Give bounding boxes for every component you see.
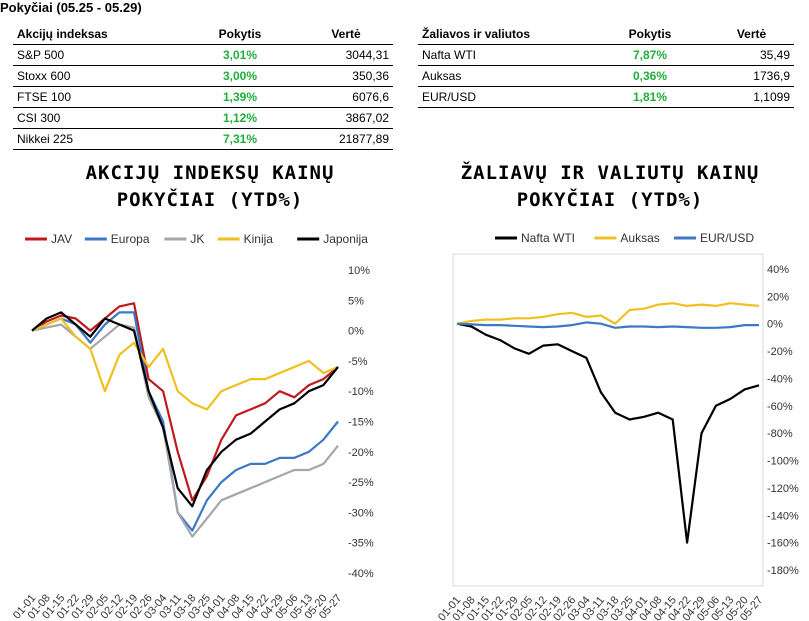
table-row: Auksas 0,36% 1736,9 [418,65,794,87]
row-value: 3867,02 [299,107,393,129]
series-line-eur-usd [456,321,759,329]
series-line-japonija [31,311,339,508]
y-tick-label: -20% [767,346,793,358]
y-tick-label: 5% [348,295,364,307]
plot-border [452,253,764,587]
row-change: 7,31% [181,128,299,150]
legend-label: JAV [51,232,72,246]
series-line-kinija [31,317,339,411]
series-line-jk [31,323,339,538]
chart-title-line: POKYČIAI (YTD%) [516,189,704,211]
table-row: FTSE 100 1,39% 6076,6 [13,86,393,108]
row-value: 3044,31 [299,44,393,66]
y-tick-label: -5% [348,356,368,368]
row-change: 1,12% [181,107,299,129]
y-tick-label: -40% [348,568,374,580]
row-value: 35,49 [709,44,794,66]
chart-title-line: POKYČIAI (YTD%) [116,189,304,211]
row-name: EUR/USD [418,86,591,108]
y-tick-label: 40% [767,264,789,276]
column-header-index: Akcijų indeksas [13,24,181,45]
y-tick-label: -60% [767,401,793,413]
column-header-change: Pokytis [181,24,299,45]
y-tick-label: 0% [767,319,783,331]
table-row: Stoxx 600 3,00% 350,36 [13,65,393,87]
legend-item-europa: Europa [84,232,150,246]
table-header-row: Akcijų indeksas Pokytis Vertė [13,24,393,45]
row-value: 350,36 [299,65,393,87]
column-header-value: Vertė [299,24,393,45]
row-change: 1,81% [591,86,709,108]
row-name: FTSE 100 [13,86,181,108]
legend-item-nafta-wti: Nafta WTI [495,231,575,245]
y-tick-label: -20% [348,447,374,459]
table-row: Nafta WTI 7,87% 35,49 [418,44,794,66]
row-name: Stoxx 600 [13,65,181,87]
column-header-change: Pokytis [591,24,709,45]
y-tick-label: -160% [767,538,799,550]
y-tick-label: -80% [767,428,793,440]
y-tick-label: 0% [348,326,364,338]
y-tick-label: 20% [767,291,789,303]
commodities-currency-chart: Nafta WTI Auksas EUR/USD 40% 20% 0% -20% -40% -6… [436,231,799,621]
y-tick-label: -100% [767,456,799,468]
page-title: Pokyčiai (05.25 - 05.29) [0,0,142,15]
equity-index-chart: JAV Europa JK Kinija Japonija 10% 5% 0% -5% -10% -… [11,232,374,621]
chart-title-equity: AKCIJŲ INDEKSŲ KAINŲ POKYČIAI (YTD%) [20,160,400,214]
y-tick-label: -10% [348,386,374,398]
row-name: CSI 300 [13,107,181,129]
legend-item-auksas: Auksas [594,231,660,245]
legend-item-eur-usd: EUR/USD [674,231,754,245]
series-line-jav [31,302,339,502]
row-value: 1,1099 [709,86,794,108]
table-header-row: Žaliavos ir valiutos Pokytis Vertė [418,24,794,45]
table-row: CSI 300 1,12% 3867,02 [13,107,393,129]
equity-index-table: Akcijų indeksas Pokytis Vertė S&P 500 3,… [13,24,393,150]
legend-item-kinija: Kinija [217,232,274,246]
chart-title-line: ŽALIAVŲ IR VALIUTŲ KAINŲ [460,162,760,184]
table-row: Nikkei 225 7,31% 21877,89 [13,128,393,150]
row-change: 3,01% [181,44,299,66]
series-line-europa [31,311,339,532]
row-value: 6076,6 [299,86,393,108]
row-name: Nikkei 225 [13,128,181,150]
y-tick-label: -35% [348,538,374,550]
row-name: S&P 500 [13,44,181,66]
legend-label: Auksas [620,231,659,245]
row-change: 3,00% [181,65,299,87]
row-change: 7,87% [591,44,709,66]
commodities-currency-table: Žaliavos ir valiutos Pokytis Vertė Nafta… [418,24,794,108]
y-tick-label: -40% [767,373,793,385]
legend-label: Japonija [323,232,368,246]
row-value: 21877,89 [299,128,393,150]
y-tick-label: -30% [348,507,374,519]
y-tick-label: -120% [767,483,799,495]
column-header-asset: Žaliavos ir valiutos [418,24,591,45]
legend-item-jk: JK [164,232,204,246]
legend-label: Europa [111,232,150,246]
legend-label: EUR/USD [700,231,754,245]
legend-label: Kinija [244,232,274,246]
row-change: 0,36% [591,65,709,87]
row-name: Auksas [418,65,591,87]
chart-title-line: AKCIJŲ INDEKSŲ KAINŲ [85,162,335,184]
y-tick-label: -140% [767,510,799,522]
legend-item-jav: JAV [25,232,72,246]
row-change: 1,39% [181,86,299,108]
legend-label: Nafta WTI [521,231,575,245]
series-line-nafta-wti [456,322,760,544]
y-tick-label: 10% [348,265,370,277]
y-tick-label: -15% [348,417,374,429]
table-row: S&P 500 3,01% 3044,31 [13,44,393,66]
series-line-auksas [456,302,760,325]
y-tick-label: -180% [767,565,799,577]
y-tick-label: -25% [348,477,374,489]
table-row: EUR/USD 1,81% 1,1099 [418,86,794,108]
legend-item-japonija: Japonija [297,232,368,246]
row-value: 1736,9 [709,65,794,87]
row-name: Nafta WTI [418,44,591,66]
chart-title-commodities: ŽALIAVŲ IR VALIUTŲ KAINŲ POKYČIAI (YTD%) [420,160,800,214]
legend-label: JK [190,232,204,246]
column-header-value: Vertė [709,24,794,45]
